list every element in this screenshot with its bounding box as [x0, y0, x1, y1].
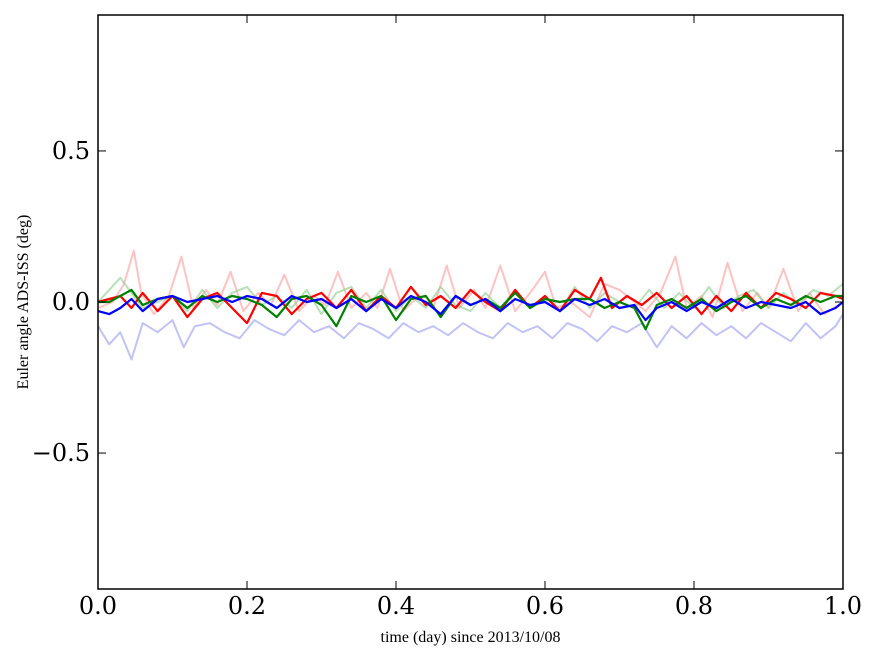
- y-axis-label: Euler angle ADS-ISS (deg): [15, 215, 32, 390]
- y-tick-label: 0.0: [52, 288, 90, 316]
- x-tick-label: 0.8: [675, 592, 713, 620]
- series-layer: [97, 249, 844, 361]
- y-tick-label: −0.5: [32, 439, 90, 467]
- x-tick-label: 0.0: [79, 592, 117, 620]
- series-line-light-red: [97, 249, 844, 319]
- x-tick-label: 0.4: [377, 592, 415, 620]
- x-tick-label: 0.2: [228, 592, 266, 620]
- x-axis-label: time (day) since 2013/10/08: [381, 629, 561, 646]
- series-line-light-blue: [97, 313, 844, 361]
- x-tick-label: 1.0: [824, 592, 862, 620]
- series-line-red: [97, 276, 844, 325]
- y-tick-label: 0.5: [52, 137, 90, 165]
- tick-layer: 0.0 0.2 0.4 0.6 0.8 1.0 0.5 0.0 −0.5: [32, 15, 862, 620]
- series-line-blue: [97, 294, 844, 322]
- x-tick-label: 0.6: [526, 592, 564, 620]
